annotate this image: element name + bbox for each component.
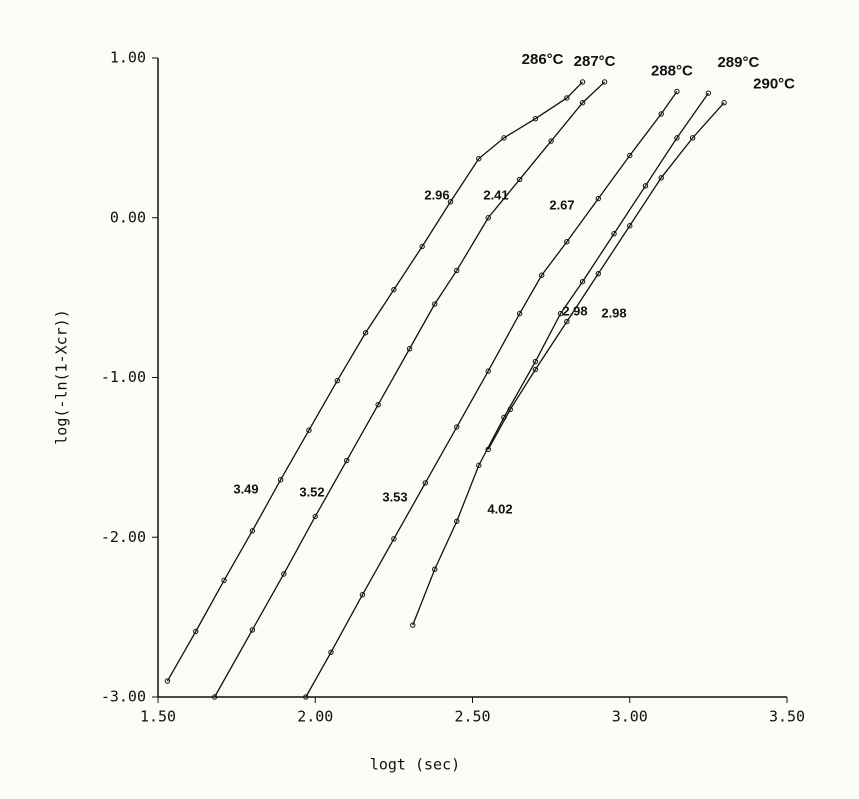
series-label: 286°C: [522, 51, 564, 68]
data-point: [476, 155, 482, 162]
series-line: [166, 81, 584, 682]
data-point: [485, 215, 491, 221]
data-point: [548, 138, 554, 144]
data-point: [391, 536, 397, 542]
data-point: [312, 513, 318, 520]
data-point: [564, 239, 570, 245]
data-point: [447, 199, 454, 205]
data-point: [454, 424, 460, 430]
data-point: [454, 518, 460, 524]
data-point: [344, 457, 350, 464]
data-point: [221, 577, 227, 584]
slope-label: 2.98: [562, 303, 587, 318]
data-point: [422, 480, 429, 486]
data-point: [362, 330, 369, 336]
data-point: [501, 135, 507, 141]
slope-label: 2.41: [483, 187, 508, 202]
data-point: [689, 135, 696, 141]
data-point: [485, 368, 491, 374]
slope-label: 3.52: [299, 484, 324, 499]
data-point: [601, 79, 608, 85]
data-point: [564, 318, 570, 325]
data-point: [249, 627, 256, 633]
series-label: 290°C: [753, 76, 795, 93]
data-point: [406, 346, 413, 352]
y-axis-label: log(-ln(1-Xcr)): [53, 309, 71, 444]
data-point: [303, 694, 309, 700]
data-point: [611, 231, 617, 237]
data-point: [281, 571, 287, 577]
data-point: [642, 183, 649, 189]
data-point: [557, 310, 564, 317]
series-line: [305, 91, 678, 698]
data-point: [306, 427, 312, 433]
data-point: [705, 90, 712, 96]
slope-label: 2.98: [601, 305, 626, 320]
series-label: 288°C: [651, 63, 693, 80]
series-label: 289°C: [717, 54, 759, 71]
data-point: [532, 366, 539, 373]
x-tick-label: 3.50: [769, 708, 805, 726]
x-tick-label: 1.50: [140, 708, 176, 726]
data-point: [627, 152, 633, 159]
data-point: [375, 401, 381, 408]
data-point: [334, 377, 340, 384]
y-tick-label: -3.00: [101, 688, 146, 706]
data-point: [579, 79, 586, 85]
data-point: [674, 88, 680, 95]
data-point: [193, 628, 199, 635]
data-point: [432, 566, 438, 572]
data-point: [277, 477, 284, 483]
data-point: [485, 446, 491, 453]
data-point: [454, 267, 460, 274]
series-line: [214, 81, 606, 698]
data-point: [627, 223, 633, 229]
y-tick-label: 1.00: [110, 49, 146, 67]
slope-label: 2.67: [549, 197, 574, 212]
data-point: [579, 100, 586, 106]
series-line: [412, 92, 709, 626]
y-tick-label: -1.00: [101, 368, 146, 386]
data-point: [658, 111, 664, 117]
data-point: [249, 528, 256, 534]
slope-label: 2.96: [424, 187, 449, 202]
data-point: [595, 195, 601, 202]
data-point: [658, 175, 664, 181]
slope-label: 3.49: [233, 481, 258, 496]
data-point: [391, 286, 397, 293]
data-point: [359, 592, 366, 598]
data-point: [211, 694, 218, 700]
data-point: [419, 243, 425, 250]
data-point: [516, 310, 523, 317]
data-point: [564, 95, 570, 101]
x-tick-label: 3.00: [612, 708, 648, 726]
x-axis-label: logt (sec): [370, 756, 460, 774]
y-tick-label: 0.00: [110, 208, 146, 226]
data-point: [595, 270, 601, 277]
data-point: [476, 462, 482, 469]
data-point: [579, 278, 586, 285]
x-tick-label: 2.00: [297, 708, 333, 726]
data-point: [164, 678, 171, 684]
data-point: [328, 649, 334, 655]
y-tick-label: -2.00: [101, 528, 146, 546]
data-point: [507, 406, 513, 413]
data-point: [721, 100, 727, 106]
data-point: [516, 176, 523, 183]
data-point: [532, 116, 539, 122]
series-label: 287°C: [574, 53, 616, 70]
slope-label: 4.02: [487, 501, 512, 516]
data-point: [432, 301, 438, 307]
data-point: [532, 358, 539, 365]
slope-label: 3.53: [382, 489, 407, 504]
data-point: [410, 622, 416, 628]
x-tick-label: 2.50: [454, 708, 490, 726]
series-line: [487, 102, 725, 450]
data-point: [538, 272, 545, 278]
data-point: [674, 135, 680, 141]
